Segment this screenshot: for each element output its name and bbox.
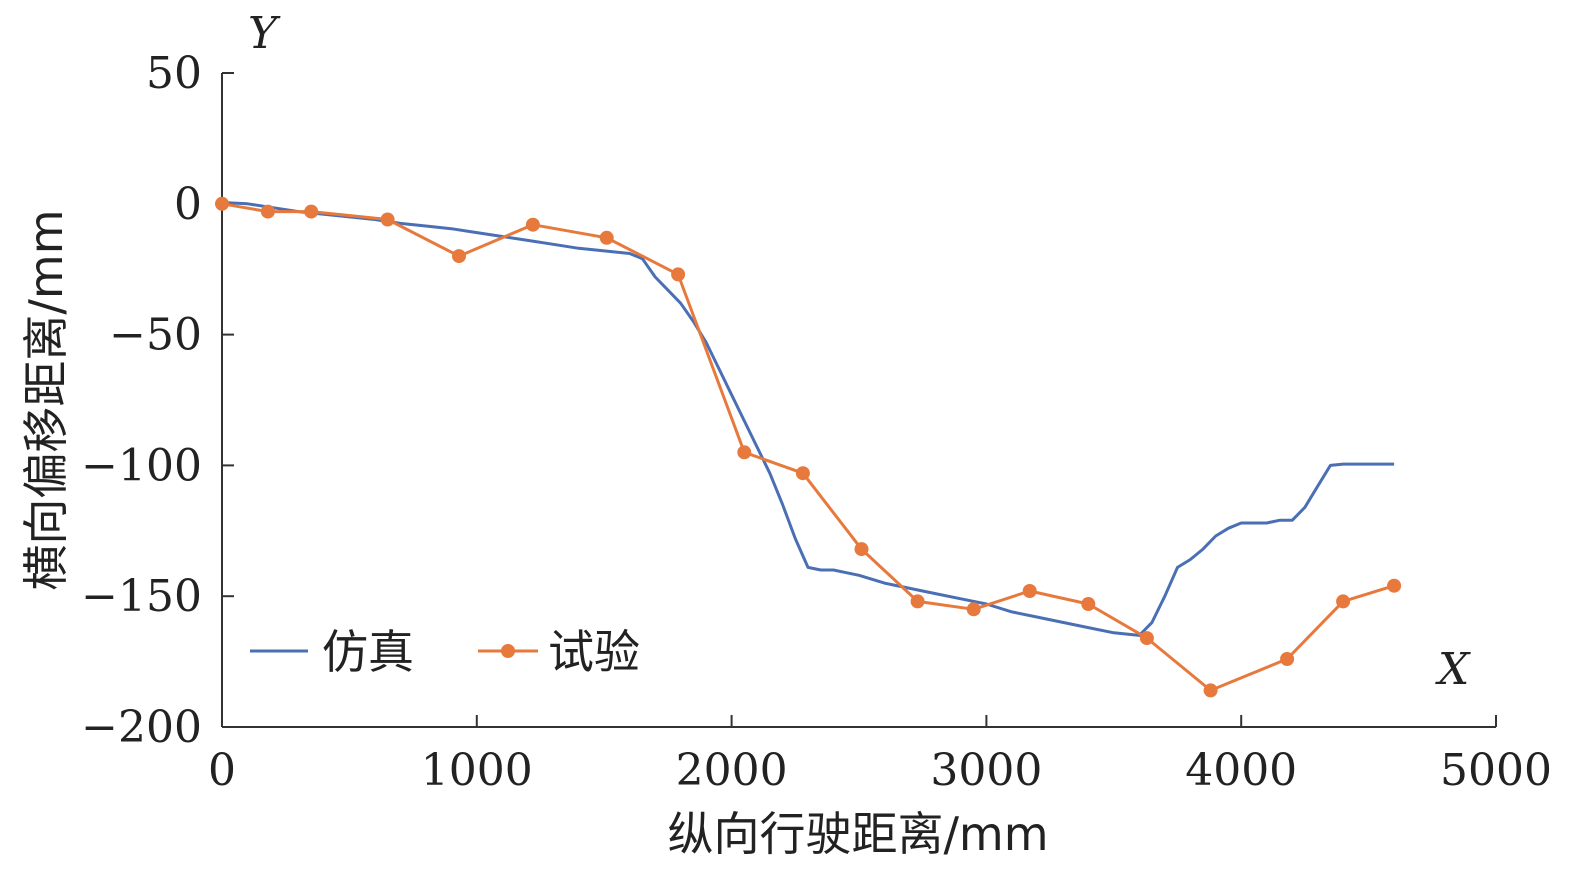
y-tick-label: −200	[81, 702, 202, 753]
data-point-test	[1081, 597, 1096, 611]
data-point-test	[1022, 584, 1037, 598]
data-point-test	[599, 230, 614, 245]
legend: 仿真 试验	[250, 625, 640, 679]
data-point-test	[1336, 594, 1351, 609]
series-line-test	[221, 202, 1395, 692]
data-point-test	[1203, 683, 1218, 698]
data-point-test	[452, 249, 466, 264]
y-tick-label: −100	[81, 440, 202, 491]
x-tick-label: 0	[208, 745, 236, 796]
y-tick-label: 50	[146, 48, 202, 99]
x-tick-label: 2000	[676, 745, 788, 796]
data-point-test	[380, 212, 395, 227]
data-point-test	[525, 217, 540, 232]
y-axis-letter: Y	[248, 8, 281, 59]
series-layer	[215, 196, 1402, 698]
data-point-test	[966, 602, 981, 617]
data-point-test	[854, 542, 869, 557]
x-tick-label: 3000	[930, 745, 1042, 796]
axes	[221, 73, 1496, 728]
y-tick-label: −50	[109, 310, 202, 361]
y-tick-label: −150	[81, 571, 202, 622]
x-tick-label: 1000	[421, 745, 533, 796]
data-point-test	[260, 204, 275, 219]
data-point-test	[795, 466, 810, 481]
data-point-test	[1387, 578, 1402, 593]
y-axis-ticks: 50 0 −50 −100 −150 −200	[81, 48, 234, 753]
legend-marker-test	[501, 644, 515, 658]
data-point-test	[1280, 652, 1295, 666]
y-axis-title: 横向偏移距离/mm	[19, 209, 73, 590]
data-point-test	[910, 594, 925, 609]
y-tick-label: 0	[174, 179, 202, 230]
data-point-test	[304, 204, 319, 219]
x-axis-title: 纵向行驶距离/mm	[667, 807, 1048, 861]
x-tick-label: 4000	[1185, 745, 1297, 796]
legend-label-test: 试验	[548, 625, 640, 679]
x-axis-ticks: 0 1000 2000 3000 4000 5000	[208, 715, 1552, 796]
data-point-test	[1139, 631, 1154, 646]
series-line-sim	[221, 201, 1395, 637]
legend-label-sim: 仿真	[322, 625, 414, 679]
data-point-test	[737, 445, 752, 460]
x-axis-letter: X	[1435, 644, 1471, 695]
data-point-test	[215, 196, 229, 211]
data-point-test	[671, 267, 686, 282]
x-tick-label: 5000	[1440, 745, 1552, 796]
